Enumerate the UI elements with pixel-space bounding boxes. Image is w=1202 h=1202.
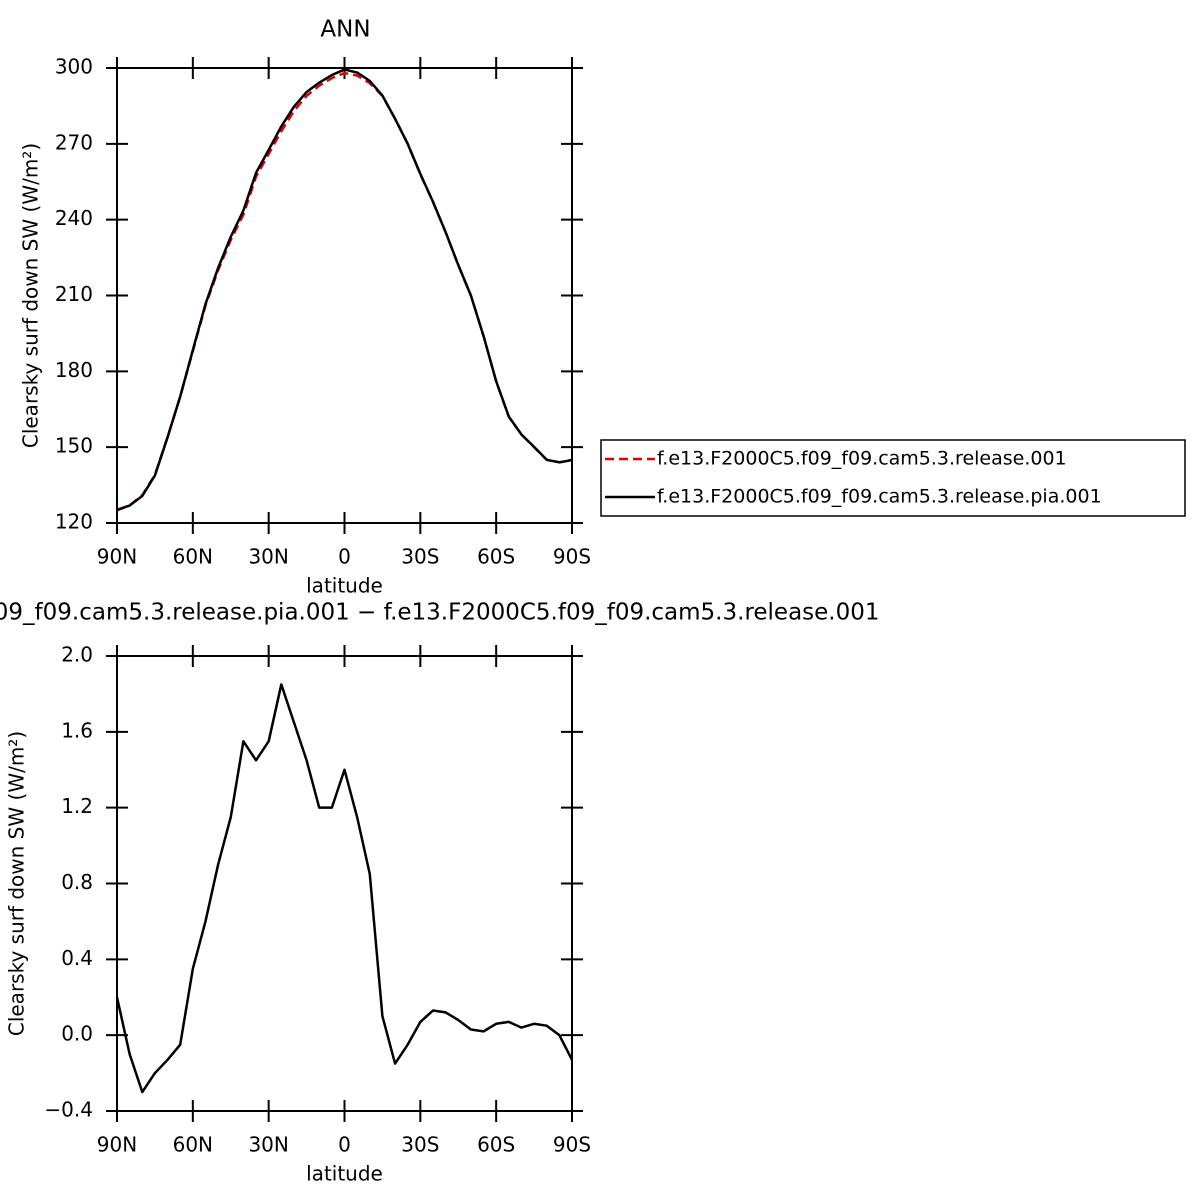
x-tick-label: 30N bbox=[248, 545, 288, 569]
y-axis-label: Clearsky surf down SW (W/m²) bbox=[19, 143, 43, 448]
x-tick-label: 90S bbox=[553, 545, 591, 569]
y-axis-label: Clearsky surf down SW (W/m²) bbox=[5, 731, 29, 1036]
y-tick-label: 1.6 bbox=[61, 718, 93, 742]
y-tick-label: 180 bbox=[55, 358, 93, 382]
x-tick-label: 90N bbox=[97, 1133, 137, 1157]
x-axis-label: latitude bbox=[306, 574, 383, 598]
plot-frame bbox=[116, 655, 573, 1112]
chart-title: ANN bbox=[320, 17, 370, 43]
data-line bbox=[116, 71, 573, 512]
x-tick-label: 90N bbox=[97, 545, 137, 569]
x-tick-label: 30S bbox=[401, 1133, 439, 1157]
legend-label: f.e13.F2000C5.f09_f09.cam5.3.release.pia… bbox=[657, 486, 1102, 508]
x-tick-label: 30N bbox=[248, 1133, 288, 1157]
y-tick-label: 150 bbox=[55, 434, 93, 458]
x-tick-label: 30S bbox=[401, 545, 439, 569]
y-tick-label: 210 bbox=[55, 282, 93, 306]
data-line bbox=[116, 68, 573, 512]
chart-title: f.e13.F2000C5.f09_f09.cam5.3.release.pia… bbox=[0, 600, 880, 626]
x-tick-label: 60S bbox=[477, 1133, 515, 1157]
x-tick-label: 60S bbox=[477, 545, 515, 569]
y-tick-label: 270 bbox=[55, 130, 93, 154]
y-tick-label: 0.0 bbox=[61, 1022, 93, 1046]
y-tick-label: 240 bbox=[55, 206, 93, 230]
y-tick-label: −0.4 bbox=[44, 1098, 93, 1122]
y-tick-label: 1.2 bbox=[61, 794, 93, 818]
x-tick-label: 0 bbox=[338, 1133, 351, 1157]
x-axis-label: latitude bbox=[306, 1162, 383, 1186]
x-tick-label: 0 bbox=[338, 545, 351, 569]
y-tick-label: 2.0 bbox=[61, 643, 93, 667]
y-tick-label: 0.8 bbox=[61, 870, 93, 894]
x-tick-label: 60N bbox=[173, 545, 213, 569]
legend-box bbox=[600, 439, 1186, 517]
y-tick-label: 120 bbox=[55, 510, 93, 534]
plot-frame bbox=[116, 67, 573, 524]
y-tick-label: 0.4 bbox=[61, 946, 93, 970]
x-tick-label: 90S bbox=[553, 1133, 591, 1157]
y-tick-label: 300 bbox=[55, 55, 93, 79]
data-line bbox=[115, 683, 574, 1094]
x-tick-label: 60N bbox=[173, 1133, 213, 1157]
legend-label: f.e13.F2000C5.f09_f09.cam5.3.release.001 bbox=[657, 448, 1067, 470]
